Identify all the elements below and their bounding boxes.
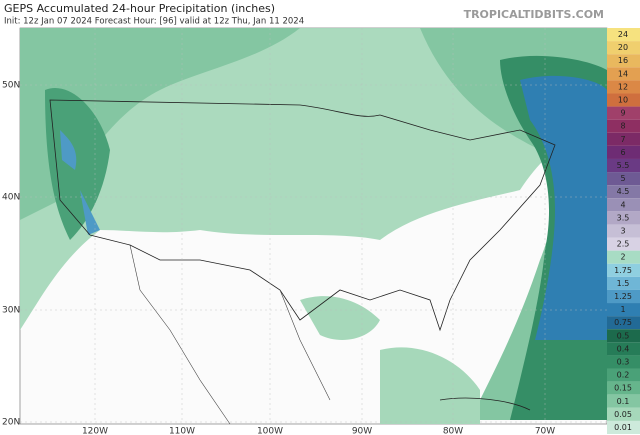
colorbar-swatch bbox=[607, 80, 640, 94]
colorbar-label: 3 bbox=[620, 227, 625, 236]
colorbar-swatch bbox=[607, 172, 640, 186]
colorbar-swatch bbox=[607, 329, 640, 343]
colorbar-swatch bbox=[607, 316, 640, 330]
colorbar-label: 0.3 bbox=[617, 357, 630, 366]
colorbar-label: 0.75 bbox=[614, 318, 632, 327]
colorbar-swatch bbox=[607, 54, 640, 68]
colorbar-swatch bbox=[607, 237, 640, 251]
lon-label: 120W bbox=[82, 427, 108, 435]
colorbar-swatch bbox=[607, 185, 640, 199]
colorbar-swatch bbox=[607, 381, 640, 395]
colorbar-label: 24 bbox=[618, 30, 628, 39]
colorbar-label: 0.1 bbox=[617, 397, 630, 406]
colorbar-label: 14 bbox=[618, 69, 628, 78]
colorbar-label: 8 bbox=[620, 122, 625, 131]
colorbar-swatch bbox=[607, 106, 640, 120]
title: GEPS Accumulated 24-hour Precipitation (… bbox=[4, 2, 275, 15]
lat-label: 20N bbox=[2, 418, 20, 428]
subtitle: Init: 12z Jan 07 2024 Forecast Hour: [96… bbox=[4, 17, 304, 27]
colorbar-label: 0.5 bbox=[617, 331, 630, 340]
colorbar-label: 1.25 bbox=[614, 292, 632, 301]
colorbar-label: 1.5 bbox=[617, 279, 630, 288]
colorbar-label: 16 bbox=[618, 56, 628, 65]
colorbar-label: 4.5 bbox=[617, 187, 630, 196]
colorbar-swatch bbox=[607, 342, 640, 356]
colorbar-swatch bbox=[607, 198, 640, 212]
map bbox=[19, 27, 608, 425]
lat-label: 50N bbox=[2, 81, 20, 91]
colorbar-swatch bbox=[607, 289, 640, 304]
colorbar-swatch bbox=[607, 28, 640, 42]
colorbar-swatch bbox=[607, 368, 640, 382]
colorbar-swatch bbox=[607, 41, 640, 55]
colorbar-label: 0.4 bbox=[617, 344, 630, 353]
colorbar-swatch bbox=[607, 145, 640, 159]
colorbar-label: 2 bbox=[620, 253, 625, 262]
colorbar-label: 10 bbox=[618, 96, 628, 105]
colorbar-swatch bbox=[607, 224, 640, 238]
lon-label: 90W bbox=[352, 427, 372, 435]
colorbar-label: 1.75 bbox=[614, 266, 632, 275]
colorbar-label: 9 bbox=[620, 109, 625, 118]
colorbar-label: 5 bbox=[620, 174, 625, 183]
colorbar-label: 7 bbox=[620, 135, 625, 144]
lon-label: 110W bbox=[169, 427, 195, 435]
colorbar-label: 4 bbox=[620, 200, 625, 209]
colorbar-label: 0.15 bbox=[614, 384, 632, 393]
colorbar-swatch bbox=[607, 263, 640, 277]
colorbar-swatch bbox=[607, 211, 640, 225]
colorbar-swatch bbox=[607, 119, 640, 133]
colorbar-swatch bbox=[607, 158, 640, 173]
colorbar-label: 0.05 bbox=[614, 410, 632, 419]
lat-label: 30N bbox=[2, 306, 20, 316]
lon-label: 80W bbox=[443, 427, 463, 435]
colorbar-swatch bbox=[607, 276, 640, 290]
colorbar-label: 0.2 bbox=[617, 371, 630, 380]
colorbar-swatch bbox=[607, 132, 640, 146]
colorbar-swatch bbox=[607, 407, 640, 421]
colorbar-swatch bbox=[607, 394, 640, 408]
colorbar-label: 6 bbox=[620, 148, 625, 157]
colorbar-label: 5.5 bbox=[617, 161, 630, 170]
colorbar-swatch bbox=[607, 93, 640, 107]
colorbar-label: 2.5 bbox=[617, 240, 630, 249]
colorbar-label: 20 bbox=[618, 43, 628, 52]
colorbar-swatch bbox=[607, 250, 640, 264]
lon-label: 100W bbox=[257, 427, 283, 435]
colorbar-swatch bbox=[607, 67, 640, 81]
colorbar-swatch bbox=[607, 355, 640, 369]
lat-label: 40N bbox=[2, 193, 20, 203]
colorbar-swatch bbox=[607, 303, 640, 317]
colorbar-label: 12 bbox=[618, 82, 628, 91]
site-name: TROPICALTIDBITS.COM bbox=[464, 8, 604, 21]
lon-label: 70W bbox=[535, 427, 555, 435]
colorbar-label: 3.5 bbox=[617, 213, 630, 222]
colorbar-label: 1 bbox=[620, 305, 625, 314]
colorbar-label: 0.01 bbox=[614, 423, 632, 432]
colorbar-swatch bbox=[607, 420, 640, 434]
